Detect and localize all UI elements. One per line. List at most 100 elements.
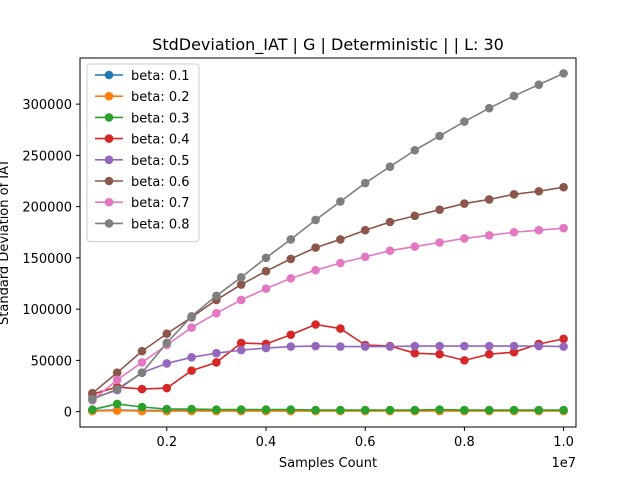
series-layer <box>88 69 568 416</box>
data-point <box>187 366 196 375</box>
data-point <box>286 330 296 340</box>
data-point <box>286 274 296 283</box>
data-point <box>460 199 469 208</box>
legend-marker <box>104 176 114 186</box>
data-point <box>187 353 196 362</box>
data-point <box>88 395 97 404</box>
data-point <box>336 197 345 206</box>
legend-marker <box>104 134 114 143</box>
data-point <box>509 190 519 199</box>
data-point <box>162 383 172 393</box>
data-point <box>460 356 469 365</box>
data-point <box>112 406 122 415</box>
data-point <box>261 405 271 414</box>
data-point <box>410 242 420 251</box>
series-line <box>92 72 564 401</box>
data-point <box>534 405 544 415</box>
data-point <box>484 349 494 359</box>
data-point <box>236 295 246 305</box>
legend-label: beta: 0.2 <box>131 90 190 105</box>
data-point <box>236 338 246 348</box>
data-point <box>460 234 469 243</box>
legend-frame <box>86 63 200 243</box>
data-point <box>559 334 568 344</box>
legend: beta: 0.1 beta: 0.2 beta: 0.3 beta: 0.4 beta… <box>86 63 200 243</box>
data-point <box>112 375 122 385</box>
x-tick-label: 0.6 <box>355 435 376 450</box>
y-tick-label: 50000 <box>31 354 72 369</box>
y-axis-ticks: 0 50000 100000 150000 200000 250000 300000 <box>22 98 80 421</box>
legend-item: beta: 0.6 <box>95 175 190 190</box>
x-tick-label: 0.4 <box>256 435 277 450</box>
data-point <box>236 345 246 355</box>
data-point <box>336 235 345 244</box>
data-point <box>236 273 246 282</box>
data-point <box>534 186 544 196</box>
data-point <box>187 323 196 332</box>
data-point <box>88 405 97 414</box>
y-tick-label: 300000 <box>22 98 72 113</box>
legend-item: beta: 0.1 <box>95 69 190 84</box>
data-point <box>236 405 246 414</box>
data-point <box>112 384 122 394</box>
data-point <box>559 405 568 415</box>
legend-label: beta: 0.8 <box>131 217 190 232</box>
data-point <box>410 405 420 415</box>
series-3 <box>88 399 568 415</box>
data-point <box>261 266 271 276</box>
data-point <box>484 195 494 204</box>
legend-marker <box>104 155 114 165</box>
data-point <box>509 227 519 237</box>
legend-label: beta: 0.5 <box>131 154 190 169</box>
data-point <box>162 404 172 414</box>
data-point <box>484 231 494 240</box>
series-8 <box>88 69 568 404</box>
data-point <box>112 368 122 377</box>
data-point <box>435 131 444 141</box>
data-point <box>559 69 568 78</box>
x-tick-label: 0.2 <box>156 435 177 450</box>
data-point <box>261 343 271 353</box>
legend-item: beta: 0.2 <box>95 90 190 105</box>
data-point <box>559 182 568 192</box>
data-point <box>212 405 221 414</box>
data-point <box>336 258 345 268</box>
data-point <box>187 312 196 321</box>
data-point <box>509 347 519 357</box>
data-point <box>360 252 370 262</box>
data-point <box>484 405 494 415</box>
data-point <box>112 399 122 409</box>
x-axis-label: Samples Count <box>279 456 377 471</box>
data-point <box>336 324 345 333</box>
data-point <box>311 265 320 275</box>
data-point <box>162 359 172 368</box>
y-tick-label: 0 <box>64 406 72 421</box>
legend-marker <box>104 70 114 80</box>
data-point <box>360 405 370 415</box>
plot-area-frame <box>79 57 577 428</box>
data-point <box>460 117 469 126</box>
legend-marker <box>104 113 114 122</box>
data-point <box>435 205 444 214</box>
y-axis-label: Standard Deviation of IAT <box>0 159 12 325</box>
data-point <box>410 211 420 221</box>
legend-item: beta: 0.5 <box>95 154 190 169</box>
data-point <box>336 342 345 351</box>
data-point <box>360 342 370 351</box>
data-point <box>435 349 444 359</box>
data-point <box>385 405 395 415</box>
data-point <box>559 342 568 351</box>
chart-title: StdDeviation_IAT | G | Deterministic | |… <box>152 35 504 55</box>
data-point <box>410 341 420 351</box>
legend-item: beta: 0.8 <box>95 217 190 232</box>
data-point <box>137 402 147 412</box>
y-tick-label: 100000 <box>22 303 72 318</box>
y-tick-label: 150000 <box>22 252 72 267</box>
data-point <box>435 238 444 247</box>
data-point <box>360 225 370 235</box>
data-point <box>286 254 296 264</box>
legend-item: beta: 0.3 <box>95 111 190 126</box>
data-point <box>212 358 221 367</box>
data-point <box>286 405 296 414</box>
